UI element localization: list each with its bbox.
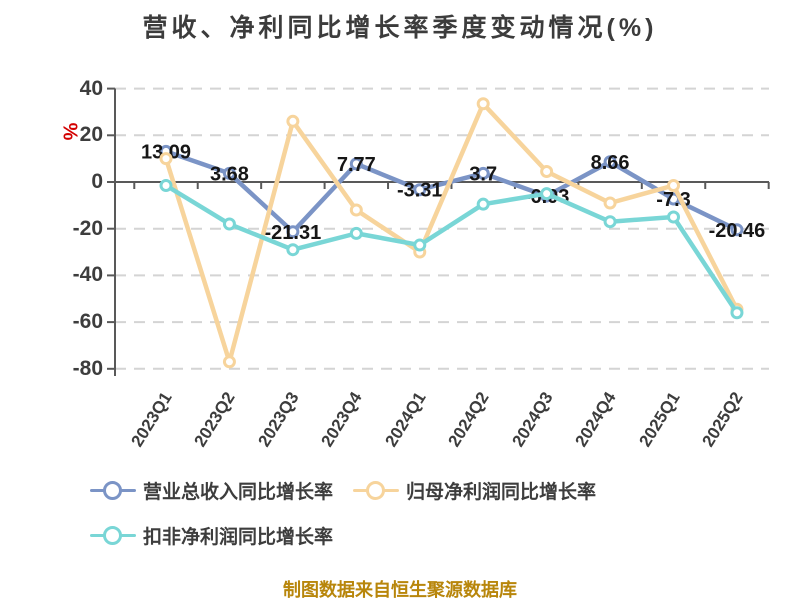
data-point (286, 114, 300, 128)
y-tick-label: 40 (79, 76, 103, 100)
data-point (222, 355, 236, 369)
series-line-2 (163, 183, 740, 316)
legend-label-revenue: 营业总收入同比增长率 (143, 481, 334, 503)
data-point (667, 210, 681, 224)
legend-item-revenue[interactable]: 营业总收入同比增长率 (90, 480, 333, 503)
y-tick-label: -60 (72, 310, 103, 334)
y-tick-label: -80 (72, 356, 103, 380)
series-2[interactable] (159, 179, 744, 320)
chart-title: 营收、净利同比增长率季度变动情况(%) (142, 14, 658, 42)
data-label: -20.46 (709, 220, 766, 242)
legend-marker-net-profit (353, 480, 399, 500)
data-point (603, 215, 617, 229)
data-label: 3.7 (469, 163, 497, 185)
legend-item-deducted-profit[interactable]: 扣非净利润同比增长率 (90, 525, 333, 548)
gridlines (107, 87, 769, 370)
data-point (730, 223, 744, 237)
data-point (222, 166, 236, 180)
data-point (730, 306, 744, 320)
y-tick-label: -40 (72, 263, 103, 287)
legend-label-deducted-profit: 扣非净利润同比增长率 (143, 526, 334, 548)
data-point (667, 179, 681, 193)
data-point (159, 179, 173, 193)
y-tick-label: 0 (91, 170, 103, 193)
data-point (540, 164, 554, 178)
data-label: -21.31 (265, 222, 322, 244)
series-line-1 (163, 101, 740, 365)
data-point (349, 157, 363, 171)
data-point (540, 187, 554, 201)
data-point (413, 238, 427, 252)
data-point (603, 155, 617, 169)
legend-marker-deducted-profit (90, 525, 136, 545)
data-point (349, 226, 363, 240)
legend-label-net-profit: 归母净利润同比增长率 (406, 481, 597, 503)
data-point (476, 197, 490, 211)
data-source-note: 制图数据来自恒生聚源数据库 (283, 580, 517, 600)
data-label: 7.77 (337, 154, 376, 176)
series-1[interactable] (159, 97, 744, 369)
legend-marker-revenue (90, 480, 136, 500)
data-point (222, 217, 236, 231)
y-tick-label: -20 (72, 216, 103, 240)
y-tick-label: 20 (79, 123, 103, 147)
data-label: 8.66 (591, 152, 630, 174)
data-point (159, 152, 173, 166)
data-point (603, 196, 617, 210)
data-label: 3.68 (210, 163, 249, 185)
data-label: -3.31 (397, 180, 443, 202)
data-point (286, 243, 300, 257)
data-point (349, 203, 363, 217)
data-point (476, 166, 490, 180)
data-point (413, 183, 427, 197)
data-point (286, 225, 300, 239)
legend-item-net-profit[interactable]: 归母净利润同比增长率 (353, 480, 596, 503)
data-point (476, 97, 490, 111)
